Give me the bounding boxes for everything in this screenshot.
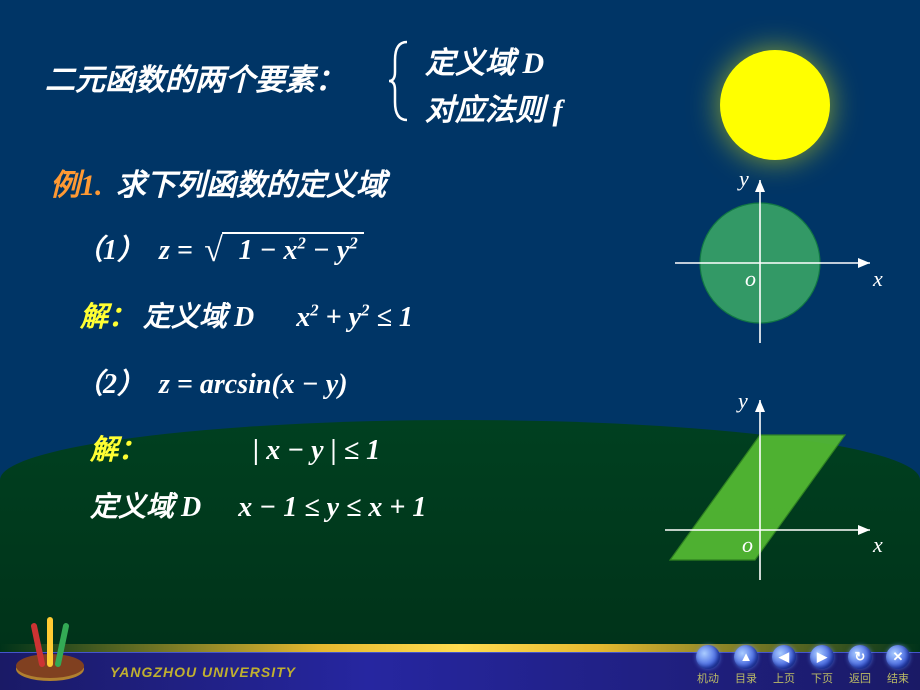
- nav-label: 目录: [735, 670, 757, 686]
- logo-icon: [10, 614, 90, 684]
- up-triangle-icon: ▲: [734, 645, 758, 669]
- heading-text: 二元函数的两个要素：: [45, 55, 345, 99]
- nav-btn-jidong[interactable]: 机动: [696, 645, 720, 686]
- nav-btn-toc[interactable]: ▲ 目录: [734, 645, 758, 686]
- slide-content: 二元函数的两个要素： 定义域 D 对应法则 f 例1. 求下列函数的定义域 （1…: [0, 0, 920, 690]
- example-prompt: 求下列函数的定义域: [116, 169, 386, 202]
- part2-sol-line2: 定义域 D x − 1 ≤ y ≤ x + 1: [90, 485, 426, 525]
- nav-btn-return[interactable]: ↻ 返回: [848, 645, 872, 686]
- example-label: 例1.: [50, 169, 103, 202]
- axis-o-2: o: [742, 532, 753, 557]
- nav-label: 上页: [773, 670, 795, 686]
- nav-label: 机动: [697, 670, 719, 686]
- part2-equation: （2） z = arcsin(x − y): [75, 362, 348, 402]
- nav-btn-prev[interactable]: ◀ 上页: [772, 645, 796, 686]
- part2-sol-line1: 解： | x − y | ≤ 1: [90, 428, 380, 468]
- close-icon: ✕: [886, 645, 910, 669]
- nav-label: 结束: [887, 670, 909, 686]
- university-name: YANGZHOU UNIVERSITY: [110, 664, 296, 680]
- brace-item-2: 对应法则 f: [425, 85, 563, 129]
- axis-o-1: o: [745, 266, 756, 291]
- nav-icon-blank: [696, 645, 720, 669]
- axis-x-2: x: [872, 532, 883, 557]
- diagram-strip: o x y: [630, 380, 900, 595]
- nav-btn-next[interactable]: ▶ 下页: [810, 645, 834, 686]
- axis-y-1: y: [737, 168, 749, 191]
- right-triangle-icon: ▶: [810, 645, 834, 669]
- nav-btn-end[interactable]: ✕ 结束: [886, 645, 910, 686]
- nav-bar: 机动 ▲ 目录 ◀ 上页 ▶ 下页 ↻ 返回 ✕ 结束: [696, 645, 910, 686]
- brace-icon: [385, 38, 413, 124]
- diagram-circle: o x y: [645, 168, 895, 358]
- part1-equation: （1） z = √ 1 − x2 − y2: [75, 228, 364, 268]
- sol-label-1: 解：: [80, 302, 136, 333]
- left-triangle-icon: ◀: [772, 645, 796, 669]
- nav-label: 返回: [849, 670, 871, 686]
- sol-label-2: 解：: [90, 435, 146, 466]
- nav-label: 下页: [811, 670, 833, 686]
- brace-item-1: 定义域 D: [425, 38, 544, 82]
- example-line: 例1. 求下列函数的定义域: [50, 160, 386, 204]
- part1-solution: 解： 定义域 D x2 + y2 ≤ 1: [80, 295, 413, 335]
- axis-y-2: y: [736, 388, 748, 413]
- return-icon: ↻: [848, 645, 872, 669]
- axis-x-1: x: [872, 266, 883, 291]
